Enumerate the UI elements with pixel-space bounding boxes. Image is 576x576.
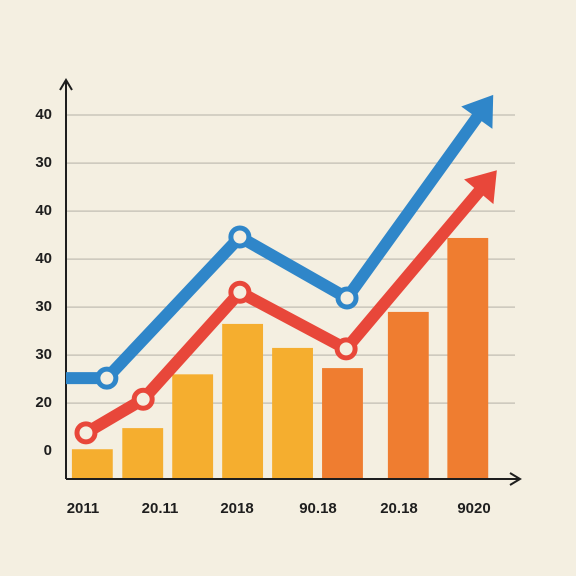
bar [71,449,113,479]
point [131,387,155,411]
x-tick-label: 20.11 [142,500,179,517]
y-axis-arrow [59,78,73,91]
bar [322,368,363,479]
y-tick-label: 40 [35,202,52,219]
arrow-head [461,94,494,129]
x-tick-label: 9020 [457,500,490,517]
bar [172,374,214,479]
y-tick-label: 20 [35,394,52,411]
x-tick-label: 20.18 [380,500,418,517]
bar [122,428,164,479]
y-tick-label: 40 [35,250,52,267]
x-tick-label: 2011 [67,500,100,517]
bar [387,311,429,479]
point [228,280,252,304]
arrow-head [464,170,497,205]
point [334,337,358,361]
x-axis-arrow [509,472,522,486]
point [228,225,252,249]
point [335,286,359,310]
y-tick-label: 30 [35,154,52,171]
y-tick-label: 40 [35,106,52,123]
bar [447,237,489,479]
x-tick-label: 2018 [220,500,253,517]
bar [272,347,313,479]
point [74,421,98,445]
point [95,366,119,390]
bar [222,323,264,479]
x-tick-label: 90.18 [299,500,337,517]
y-tick-label: 30 [35,298,52,315]
y-tick-label: 30 [35,346,52,363]
y-tick-label: 0 [44,442,52,459]
